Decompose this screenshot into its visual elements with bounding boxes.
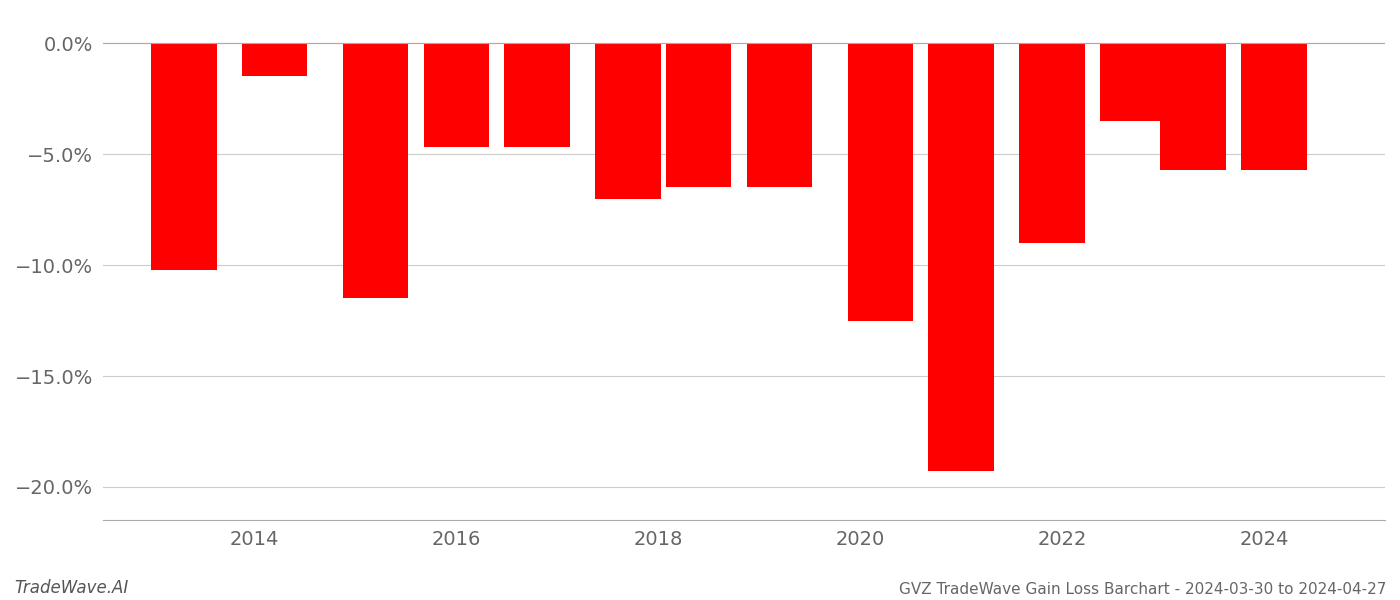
Text: GVZ TradeWave Gain Loss Barchart - 2024-03-30 to 2024-04-27: GVZ TradeWave Gain Loss Barchart - 2024-… <box>899 582 1386 597</box>
Bar <box>1242 43 1306 170</box>
Bar <box>343 43 409 298</box>
Text: TradeWave.AI: TradeWave.AI <box>14 579 129 597</box>
Bar <box>1161 43 1226 170</box>
Bar <box>666 43 731 187</box>
Bar <box>151 43 217 269</box>
Bar <box>1019 43 1085 243</box>
Bar <box>928 43 994 472</box>
Bar <box>242 43 308 76</box>
Bar <box>424 43 489 148</box>
Bar <box>847 43 913 320</box>
Bar <box>504 43 570 148</box>
Bar <box>746 43 812 187</box>
Bar <box>595 43 661 199</box>
Bar <box>1100 43 1165 121</box>
